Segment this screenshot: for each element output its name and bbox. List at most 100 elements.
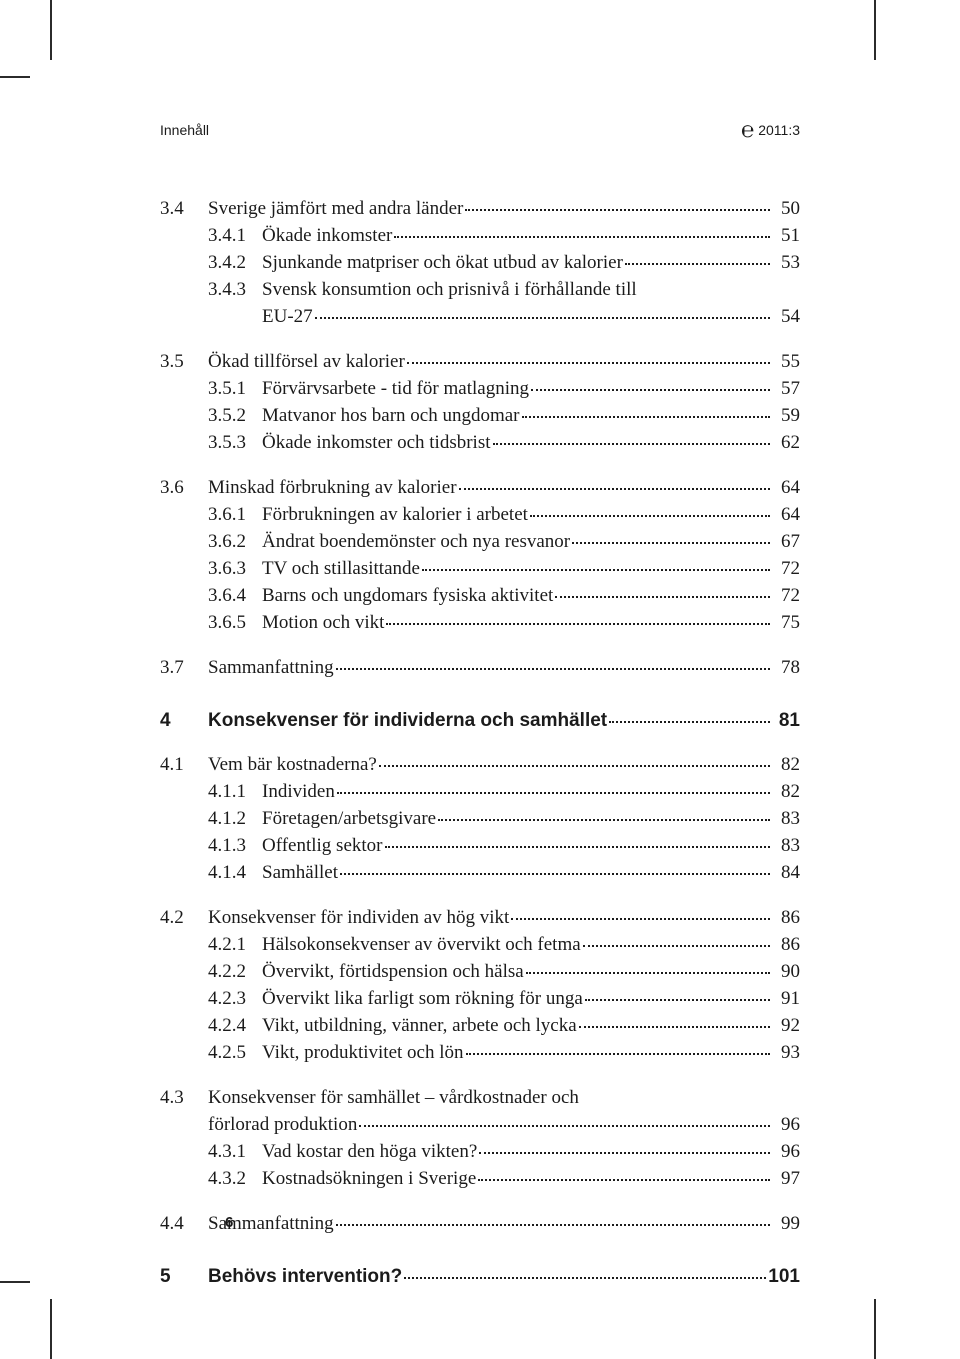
toc-subnum: 4.2.5 [208,1040,262,1067]
toc-title: Vikt, utbildning, vänner, arbete och lyc… [262,1013,577,1040]
toc-section-group: 4.1Vem bär kostnaderna?824.1.1Individen8… [160,752,800,887]
toc-page: 72 [772,583,800,610]
toc-leader-dots [336,668,770,670]
toc-leader-dots [511,918,770,920]
toc-title: Företagen/arbetsgivare [262,806,436,833]
toc-subnum: 4.3.2 [208,1166,262,1193]
toc-section-group: 4.4Sammanfattning99 [160,1211,800,1238]
toc-title: Ökade inkomster [262,223,392,250]
toc-subnum: 3.4.2 [208,250,262,277]
toc-leader-dots [438,819,770,821]
toc-title: Matvanor hos barn och ungdomar [262,403,520,430]
toc-subnum: 4.1.3 [208,833,262,860]
toc-leader-dots [337,792,770,794]
toc-page: 64 [772,502,800,529]
toc-page: 97 [772,1166,800,1193]
toc-page: 50 [772,196,800,223]
toc-leader-dots [340,873,770,875]
toc-title: Behövs intervention? [208,1264,402,1291]
toc-page: 83 [772,806,800,833]
toc-title: Ökad tillförsel av kalorier [208,349,405,376]
toc-leader-dots [315,317,770,319]
toc-num: 3.7 [160,655,208,682]
toc-title: Förvärvsarbete - tid för matlagning [262,376,529,403]
toc-subnum: 3.5.2 [208,403,262,430]
page-number: 6 [225,1214,233,1231]
toc-page: 96 [772,1139,800,1166]
toc-leader-dots [466,1053,770,1055]
toc-leader-dots [522,416,771,418]
toc-title: Vad kostar den höga vikten? [262,1139,477,1166]
toc-title: EU-27 [262,304,313,331]
toc-num: 3.5 [160,349,208,376]
toc-section-group: 4.3Konsekvenser för samhället – vårdkost… [160,1085,800,1193]
toc-leader-dots [531,389,770,391]
toc-leader-dots [465,209,770,211]
toc-leader-dots [407,362,770,364]
toc-title: Svensk konsumtion och prisnivå i förhåll… [262,277,637,304]
crop-mark [0,1281,30,1283]
toc-page: 75 [772,610,800,637]
toc-leader-dots [385,846,771,848]
crop-mark [0,76,30,78]
toc-page: 96 [772,1112,800,1139]
crop-mark [50,1299,52,1359]
toc-title: Samhället [262,860,338,887]
toc-section-group: 3.4Sverige jämfört med andra länder503.4… [160,196,800,331]
header-left: Innehåll [160,122,209,138]
toc-page: 54 [772,304,800,331]
toc-title: Övervikt, förtidspension och hälsa [262,959,524,986]
toc-page: 64 [772,475,800,502]
toc-leader-dots [625,263,770,265]
crop-mark [874,1299,876,1359]
toc-page: 99 [772,1211,800,1238]
toc-page: 101 [768,1264,800,1291]
toc-subnum: 4.1.2 [208,806,262,833]
toc-title: Motion och vikt [262,610,384,637]
toc-page: 59 [772,403,800,430]
toc-num: 3.6 [160,475,208,502]
toc-title: Ändrat boendemönster och nya resvanor [262,529,570,556]
toc-title: Sjunkande matpriser och ökat utbud av ka… [262,250,623,277]
toc-leader-dots [526,972,770,974]
toc-subnum: 3.4.3 [208,277,262,304]
toc-title: Sammanfattning [208,655,334,682]
toc-num: 5 [160,1264,208,1291]
toc-title: Minskad förbrukning av kalorier [208,475,457,502]
toc-title: Konsekvenser för samhället – vårdkostnad… [208,1085,579,1112]
crop-mark [50,0,52,60]
toc-subnum: 3.5.3 [208,430,262,457]
toc-page: 83 [772,833,800,860]
toc-section-group: 4.2Konsekvenser för individen av hög vik… [160,905,800,1067]
toc-page: 62 [772,430,800,457]
toc-subnum: 4.1.4 [208,860,262,887]
toc-page: 91 [772,986,800,1013]
toc-subnum: 3.6.2 [208,529,262,556]
toc-subnum: 4.2.4 [208,1013,262,1040]
toc-title: Förbrukningen av kalorier i arbetet [262,502,528,529]
toc-leader-dots [583,945,770,947]
toc-title: Konsekvenser för individen av hög vikt [208,905,509,932]
toc-chapter: 4Konsekvenser för individerna och samhäl… [160,708,800,735]
toc-subnum: 3.6.3 [208,556,262,583]
toc-leader-dots [572,542,770,544]
toc-leader-dots [555,596,770,598]
toc-page: 93 [772,1040,800,1067]
toc-leader-dots [579,1026,770,1028]
toc-title: TV och stillasittande [262,556,420,583]
toc-title: Vikt, produktivitet och lön [262,1040,464,1067]
toc-leader-dots [359,1125,770,1127]
toc-page: 82 [772,752,800,779]
toc-subnum: 4.1.1 [208,779,262,806]
toc-page: 82 [772,779,800,806]
toc-num: 4.4 [160,1211,208,1238]
toc-subnum: 4.2.3 [208,986,262,1013]
toc-section-group: 3.5Ökad tillförsel av kalorier553.5.1För… [160,349,800,457]
header-right: ℮ 2011:3 [741,115,800,141]
toc-page: 57 [772,376,800,403]
toc-page: 55 [772,349,800,376]
toc-title: Vem bär kostnaderna? [208,752,377,779]
toc-leader-dots [404,1277,766,1279]
toc-page: 67 [772,529,800,556]
toc-subnum: 3.4.1 [208,223,262,250]
